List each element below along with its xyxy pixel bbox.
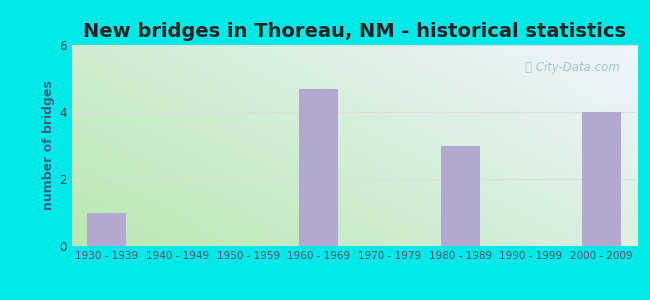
Bar [441, 146, 480, 246]
Bar [582, 112, 621, 246]
Bar [87, 212, 126, 246]
Text: Ⓜ City-Data.com: Ⓜ City-Data.com [525, 61, 620, 74]
Title: New bridges in Thoreau, NM - historical statistics: New bridges in Thoreau, NM - historical … [83, 22, 626, 41]
Bar [300, 88, 339, 246]
Y-axis label: number of bridges: number of bridges [42, 81, 55, 210]
